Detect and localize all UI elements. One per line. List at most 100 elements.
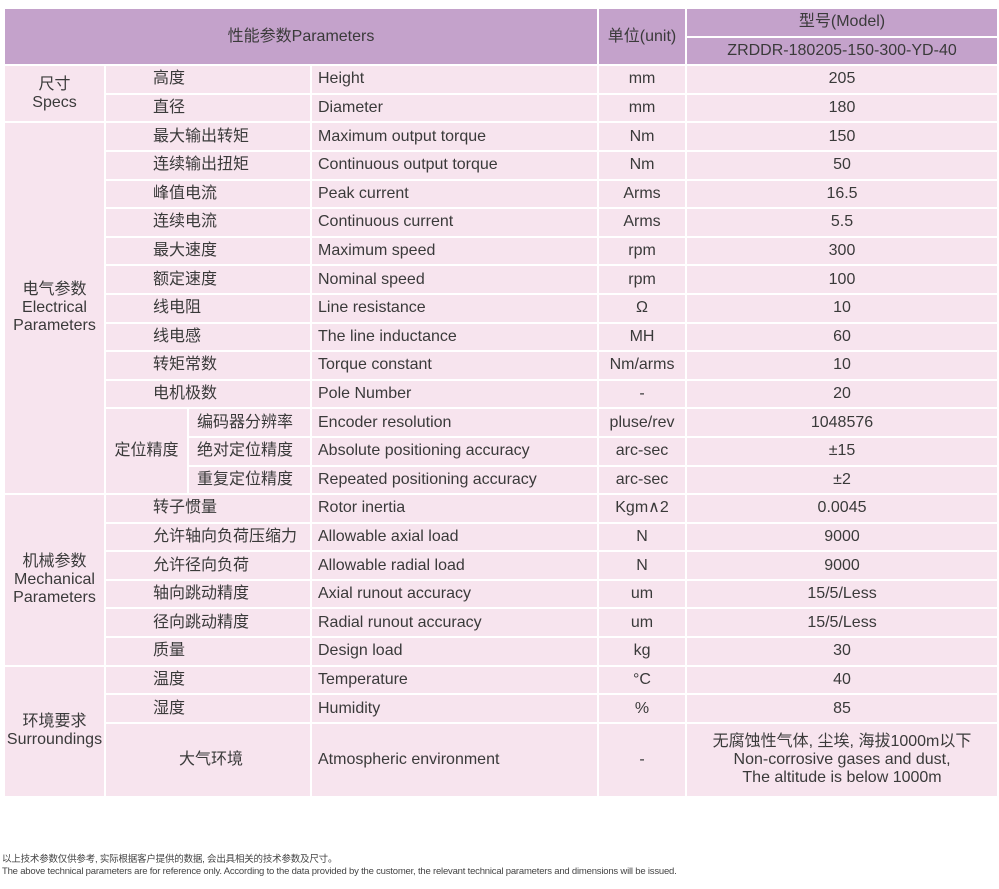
table-row: 轴向跳动精度 Axial runout accuracy um 15/5/Less — [4, 578, 999, 610]
param-name-cn: 允许轴向负荷压缩力 — [104, 521, 312, 553]
param-value: 85 — [685, 693, 999, 724]
table-row: 允许径向负荷 Allowable radial load N 9000 — [4, 550, 999, 581]
table-row: 线电阻 Line resistance Ω 10 — [4, 292, 999, 324]
table-row: 连续电流 Continuous current Arms 5.5 — [4, 207, 999, 238]
param-value: 10 — [685, 350, 999, 381]
param-name-cn: 温度 — [104, 664, 312, 696]
category-surroundings: 环境要求 Surroundings — [3, 664, 106, 798]
note-en: The above technical parameters are for r… — [2, 866, 677, 877]
param-value: 10 — [685, 292, 999, 324]
subcategory-positioning: 定位精度 — [104, 407, 189, 496]
param-name-cn: 湿度 — [104, 693, 312, 724]
param-name-cn: 径向跳动精度 — [104, 607, 312, 639]
category-label: 环境要求 — [22, 713, 87, 731]
param-unit: N — [597, 550, 688, 581]
param-unit: - — [597, 378, 688, 410]
table-row: 湿度 Humidity% 85 — [4, 693, 999, 724]
param-unit: arc-sec — [597, 435, 688, 467]
param-name-cn: 额定速度 — [104, 264, 312, 295]
category-mechanical: 机械参数 Mechanical Parameters — [3, 493, 106, 667]
param-unit: kg — [597, 636, 688, 667]
param-name-cn: 高度 — [104, 64, 312, 95]
table-row: 机械参数 Mechanical Parameters 转子惯量 Rotor inerti… — [3, 493, 999, 667]
param-unit: N — [597, 521, 688, 553]
category-label: Parameters — [13, 588, 96, 606]
param-name-cn: 轴向跳动精度 — [104, 578, 312, 610]
param-unit: rpm — [597, 235, 688, 267]
param-unit: Nm — [597, 149, 688, 181]
param-unit: Kgm∧2 — [597, 493, 688, 524]
param-unit: pluse/rev — [597, 407, 688, 438]
param-name-cn: 线电感 — [104, 321, 312, 353]
header-parameters: 性能参数Parameters — [2, 6, 600, 67]
param-name-en: Allowable radial load — [309, 550, 600, 581]
table-row: 绝对定位精度 Absolute positioning accuracy arc-s… — [4, 435, 999, 467]
category-label: Surroundings — [6, 731, 103, 749]
param-value: 205 — [685, 64, 999, 95]
param-name-cn: 电机极数 — [104, 378, 312, 410]
table-row: 大气环境 Atmospheric environment - 无腐蚀性气体, 尘埃, … — [4, 721, 999, 798]
param-value: 9000 — [685, 521, 999, 553]
param-value: 100 — [685, 264, 999, 295]
category-specs: 尺寸 Specs — [3, 64, 106, 124]
param-unit: arc-sec — [597, 464, 688, 496]
param-value: 150 — [685, 121, 999, 152]
param-name-en: Temperature — [309, 664, 600, 696]
param-value: ±15 — [685, 435, 999, 467]
param-name-en: Absolute positioning accuracy — [309, 435, 600, 467]
param-unit: um — [597, 578, 688, 610]
param-unit: um — [597, 607, 688, 639]
table-row: 质量 Design load kg 30 — [4, 636, 999, 667]
table-row: 峰值电流 Peak current Arms 16.5 — [4, 178, 999, 210]
param-value: 300 — [685, 235, 999, 267]
param-value: 1048576 — [685, 407, 999, 438]
param-name-en: Repeated positioning accuracy — [309, 464, 600, 496]
param-name-en: Rotor inertia — [309, 493, 600, 524]
param-value: 15/5/Less — [685, 578, 999, 610]
table-row: 重复定位精度 Repeated positioning accuracy arc-s… — [4, 464, 999, 496]
param-value: 20 — [685, 378, 999, 410]
param-name-cn: 线电阻 — [104, 292, 312, 324]
table-row: 环境要求 Surroundings 温度 Temperature °C 40 — [3, 664, 999, 798]
param-name-en: Nominal speed — [309, 264, 600, 295]
param-name-en: Height — [309, 64, 600, 95]
param-unit: Ω — [597, 292, 688, 324]
param-value: 40 — [685, 664, 999, 696]
header-model: ZRDDR-180205-150-300-YD-40 — [685, 35, 999, 67]
param-name-cn: 转子惯量 — [104, 493, 312, 524]
param-name-en: Maximum output torque — [309, 121, 600, 152]
value-line: 无腐蚀性气体, 尘埃, 海拔1000m以下 — [712, 732, 972, 750]
header-model-label: 型号(Model) — [685, 7, 999, 38]
param-name-cn: 绝对定位精度 — [187, 435, 312, 467]
param-value: 5.5 — [685, 207, 999, 238]
param-value: 15/5/Less — [685, 607, 999, 639]
param-name-en: Atmospheric environment — [309, 721, 600, 798]
param-name-en: Humidity — [309, 693, 600, 724]
param-name-cn: 质量 — [104, 636, 312, 667]
table-row: 线电感 The line inductance MH 60 — [4, 321, 999, 353]
param-value: 9000 — [685, 550, 999, 581]
param-name-en: Axial runout accuracy — [309, 578, 600, 610]
param-unit: Nm — [597, 121, 688, 152]
param-name-cn: 连续电流 — [104, 207, 312, 238]
param-unit: % — [597, 693, 688, 724]
param-name-cn: 直径 — [104, 92, 312, 124]
param-name-en: Continuous output torque — [309, 149, 600, 181]
table-row: 电气参数 Electrical Parameters 最大输出转矩 Maximum ou… — [3, 121, 999, 496]
param-value: ±2 — [685, 464, 999, 496]
category-electrical: 电气参数 Electrical Parameters — [3, 121, 106, 496]
category-label: 尺寸 — [38, 75, 71, 93]
note-cn: 以上技术参数仅供参考, 实际根据客户提供的数据, 会出具相关的技术参数及尺寸。 — [2, 854, 338, 865]
param-name-cn: 编码器分辨率 — [187, 407, 312, 438]
table-row: 直径 Diameter mm 180 — [4, 92, 999, 124]
param-value: 30 — [685, 636, 999, 667]
category-label: 电气参数 — [22, 281, 87, 299]
category-label: Parameters — [13, 317, 96, 335]
value-line: Non-corrosive gases and dust, — [733, 750, 951, 768]
category-label: Electrical — [22, 299, 87, 317]
param-name-en: The line inductance — [309, 321, 600, 353]
param-value: 0.0045 — [685, 493, 999, 524]
param-name-cn: 最大速度 — [104, 235, 312, 267]
param-unit: Arms — [597, 178, 688, 210]
param-unit: °C — [597, 664, 688, 696]
